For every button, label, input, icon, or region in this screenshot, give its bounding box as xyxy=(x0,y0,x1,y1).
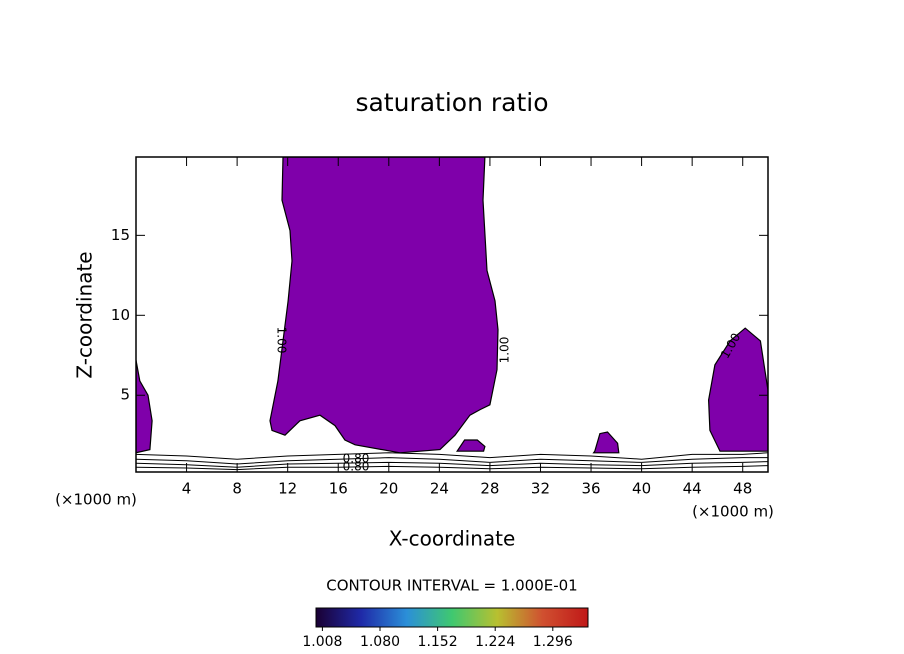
colorbar xyxy=(315,607,589,628)
region xyxy=(455,439,486,452)
x-unit-right: (×1000 m) xyxy=(692,503,774,521)
x-tick-label: 48 xyxy=(733,480,752,498)
x-unit-left: (×1000 m) xyxy=(55,491,137,509)
contour-line xyxy=(136,457,768,465)
colorbar-tick-label: 1.296 xyxy=(533,634,573,650)
x-tick-label: 8 xyxy=(232,480,242,498)
region xyxy=(707,327,768,452)
y-tick-label: 15 xyxy=(111,226,130,244)
x-tick-label: 32 xyxy=(531,480,550,498)
contour-label: 0.80 xyxy=(343,452,370,466)
colorbar-tick-label: 1.008 xyxy=(302,634,342,650)
x-tick-label: 12 xyxy=(278,480,297,498)
x-tick-label: 24 xyxy=(430,480,449,498)
colorbar-tick-label: 1.224 xyxy=(475,634,515,650)
colorbar-tick-label: 1.080 xyxy=(360,634,400,650)
y-tick-label: 10 xyxy=(111,306,130,324)
region xyxy=(269,157,499,454)
contour-label: 1.00 xyxy=(275,327,289,354)
contour-line xyxy=(136,465,768,471)
contour-interval: CONTOUR INTERVAL = 1.000E-01 xyxy=(326,577,577,595)
x-tick-label: 44 xyxy=(683,480,702,498)
x-tick-label: 40 xyxy=(632,480,651,498)
contour-line xyxy=(136,461,768,468)
x-tick-label: 36 xyxy=(581,480,600,498)
contour-label: 0.80 xyxy=(343,460,370,474)
region xyxy=(136,359,153,454)
x-tick-label: 4 xyxy=(182,480,192,498)
plot-frame xyxy=(135,156,769,473)
chart-title: saturation ratio xyxy=(355,88,548,117)
x-tick-label: 28 xyxy=(480,480,499,498)
contour-label: 1.00 xyxy=(498,337,512,364)
x-tick-label: 16 xyxy=(329,480,348,498)
region xyxy=(592,431,620,454)
y-axis-label: Z-coordinate xyxy=(73,251,97,378)
contour-line xyxy=(136,452,768,460)
x-tick-label: 20 xyxy=(379,480,398,498)
plot-area xyxy=(136,157,768,471)
colorbar-tick-label: 1.152 xyxy=(418,634,458,650)
x-axis-label: X-coordinate xyxy=(389,527,516,551)
y-tick-label: 5 xyxy=(120,386,130,404)
